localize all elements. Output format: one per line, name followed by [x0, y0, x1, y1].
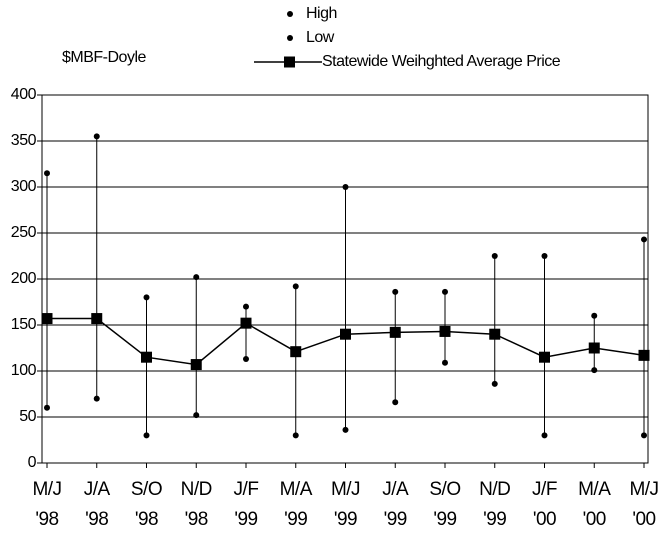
average-marker [439, 325, 451, 337]
point [44, 170, 50, 177]
x-tick-label: '99 [234, 509, 257, 530]
y-tick-label: 300 [11, 178, 37, 195]
point [243, 303, 249, 310]
point [641, 236, 647, 243]
y-tick-label: 150 [11, 316, 37, 333]
x-tick-label: '99 [284, 509, 307, 530]
average-marker [240, 317, 252, 329]
average-marker [539, 351, 550, 363]
x-tick-label: S/O [429, 479, 460, 500]
y-tick-label: 50 [19, 408, 36, 425]
x-tick-label: '00 [632, 509, 655, 530]
average-marker [141, 351, 152, 363]
point [193, 412, 200, 419]
x-tick-label: M/A [280, 479, 313, 500]
point [541, 253, 548, 259]
y-axis-label: $MBF-Doyle [62, 49, 147, 66]
point [491, 380, 498, 387]
x-tick-label: J/F [532, 479, 557, 500]
average-marker [389, 326, 401, 338]
x-tick-label: '99 [384, 509, 407, 530]
x-tick-label: M/J [32, 479, 61, 500]
x-tick-label: '99 [433, 509, 456, 530]
point [591, 367, 598, 374]
x-tick-label: '00 [533, 509, 556, 530]
x-tick-label: M/A [578, 479, 611, 500]
x-tick-label: '98 [85, 509, 108, 530]
average-marker [340, 328, 351, 340]
x-tick-label: N/D [181, 479, 212, 500]
x-tick-label: '98 [185, 509, 208, 530]
point [442, 288, 448, 295]
point [93, 395, 100, 402]
y-tick-label: 350 [11, 132, 37, 149]
x-tick-label: '98 [35, 509, 58, 530]
point [442, 359, 448, 366]
y-tick-label: 0 [28, 454, 37, 471]
average-marker [190, 359, 202, 371]
x-tick-label: J/A [382, 479, 409, 500]
point [292, 283, 299, 290]
point [193, 274, 200, 281]
legend-label: Low [306, 29, 335, 46]
x-tick-label: M/J [331, 479, 360, 500]
legend-symbol [284, 56, 295, 68]
point [541, 432, 548, 439]
point [591, 312, 598, 319]
point [243, 356, 249, 363]
x-tick-label: '00 [583, 509, 606, 530]
legend-label: High [306, 5, 337, 22]
x-tick-label: N/D [479, 479, 510, 500]
point [93, 133, 100, 140]
point [143, 432, 150, 439]
average-marker [638, 349, 650, 361]
point [143, 294, 150, 301]
average-marker [41, 313, 53, 325]
y-tick-label: 100 [11, 362, 37, 379]
x-tick-label: '99 [334, 509, 357, 530]
point [392, 288, 399, 295]
x-tick-label: J/F [234, 479, 259, 500]
average-marker [588, 342, 600, 354]
legend-symbol [287, 11, 293, 17]
x-tick-label: '98 [135, 509, 158, 530]
point [342, 426, 349, 433]
point [44, 404, 50, 411]
y-tick-label: 200 [11, 270, 37, 287]
average-marker [489, 328, 501, 340]
point [342, 184, 349, 190]
y-tick-label: 250 [11, 224, 37, 241]
average-marker [91, 313, 103, 325]
x-tick-label: J/A [84, 479, 111, 500]
legend-symbol [287, 35, 293, 41]
point [641, 432, 647, 439]
point [491, 253, 498, 259]
x-tick-label: M/J [629, 479, 658, 500]
point [292, 432, 299, 439]
y-tick-label: 400 [11, 86, 37, 103]
average-marker [290, 346, 302, 358]
x-tick-label: S/O [131, 479, 162, 500]
point [392, 399, 399, 406]
x-tick-label: '99 [483, 509, 506, 530]
legend-label: Statewide Weihghted Average Price [322, 53, 561, 70]
